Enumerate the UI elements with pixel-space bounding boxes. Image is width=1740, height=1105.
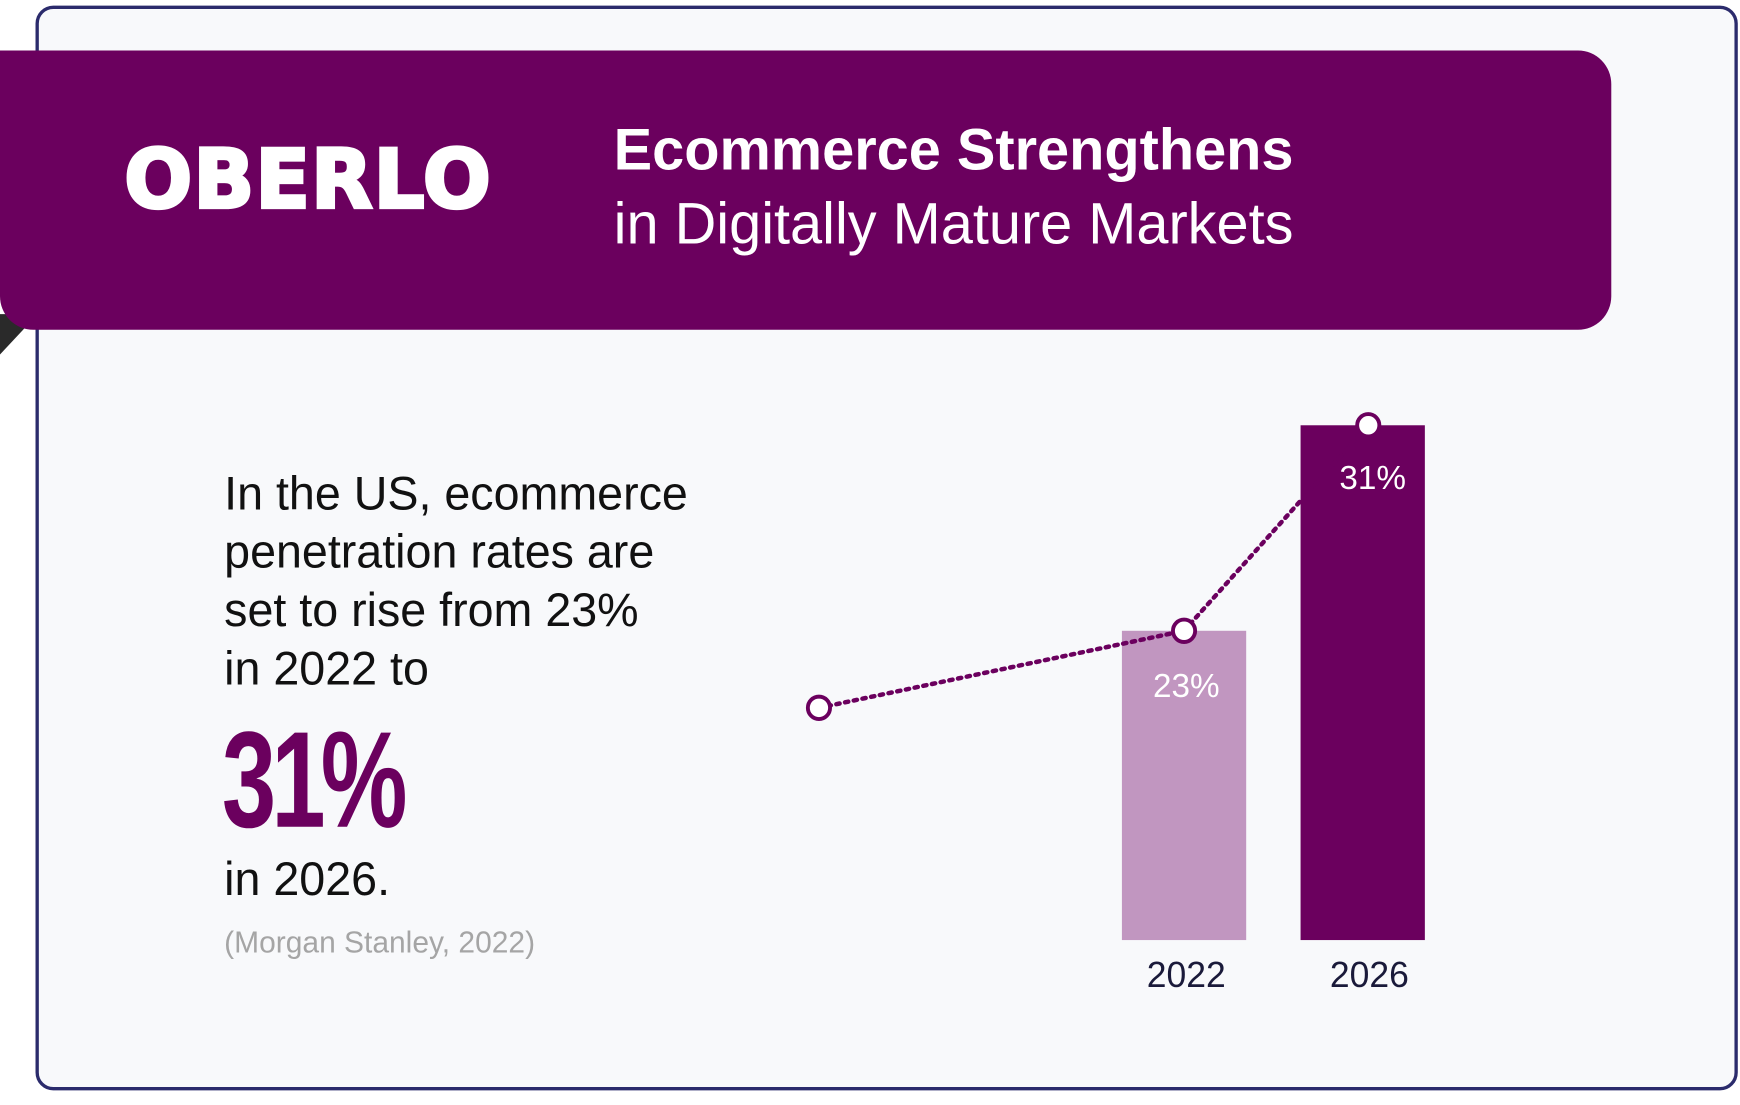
data-label: 31% — [1339, 460, 1406, 497]
description-line: set to rise from 23% — [224, 583, 639, 637]
bar-2022 — [1121, 630, 1247, 941]
source-citation: (Morgan Stanley, 2022) — [224, 925, 536, 960]
description-line: In the US, ecommerce — [224, 466, 688, 520]
x-tick-label: 2026 — [1330, 955, 1409, 995]
highlight-stat: 31% — [221, 703, 408, 856]
header-banner — [0, 50, 1612, 330]
trend-point — [1355, 412, 1382, 439]
description-end: in 2026. — [224, 852, 391, 906]
description-line: penetration rates are — [224, 525, 655, 578]
title-line-2: in Digitally Mature Markets — [613, 191, 1294, 257]
trend-point — [1171, 617, 1198, 644]
oberlo-logo: OBERLO — [123, 132, 493, 227]
trend-point — [805, 694, 832, 722]
description: In the US, ecommerce penetration rates a… — [224, 464, 801, 697]
title-line-1: Ecommerce Strengthens — [613, 117, 1294, 183]
description-line: in 2022 to — [224, 641, 429, 695]
bar-2026 — [1300, 425, 1425, 941]
trend-line — [816, 423, 1371, 711]
data-label: 23% — [1153, 668, 1220, 705]
x-tick-label: 2022 — [1147, 955, 1226, 995]
